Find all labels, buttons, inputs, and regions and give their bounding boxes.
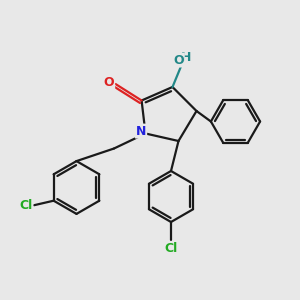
Text: O: O — [103, 76, 114, 89]
Text: N: N — [136, 124, 146, 138]
Text: O: O — [173, 53, 184, 67]
Text: Cl: Cl — [164, 242, 178, 255]
Text: H: H — [181, 51, 191, 64]
Text: Cl: Cl — [19, 199, 32, 212]
